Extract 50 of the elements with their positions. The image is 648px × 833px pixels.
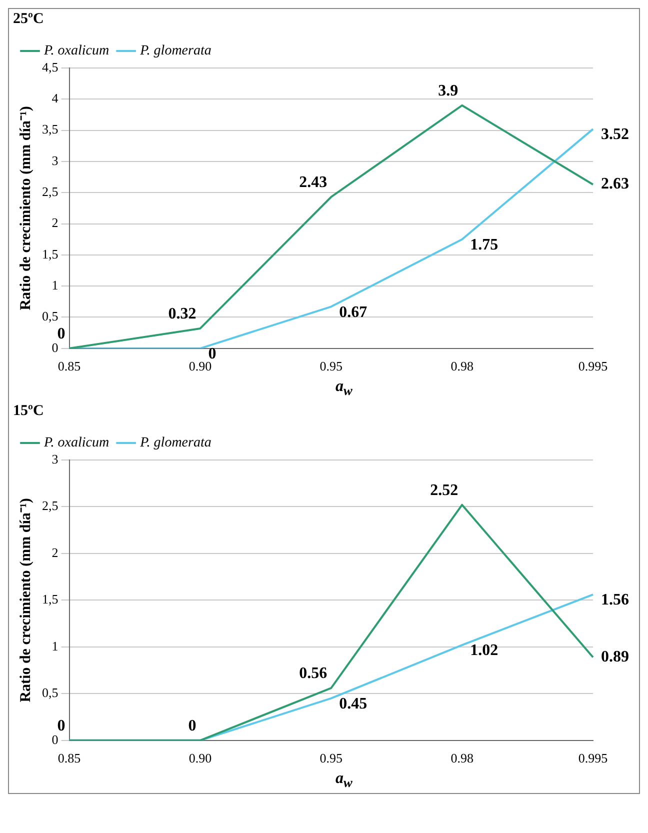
- data-label: 2.63: [601, 176, 629, 193]
- data-label: 2.52: [430, 482, 458, 500]
- y-tick-label: 1: [52, 638, 58, 654]
- x-axis-title: a$_{w}$: [334, 770, 354, 792]
- data-label: 2.43: [299, 174, 328, 192]
- x-tick-label: 0.995: [578, 750, 608, 766]
- y-tick-label: 4,5: [42, 59, 58, 74]
- x-tick-label: 0.90: [188, 750, 212, 766]
- y-tick-label: 2,5: [42, 498, 58, 514]
- y-tick-label: 2: [52, 545, 58, 560]
- x-tick-label: 0.85: [58, 358, 81, 374]
- x-tick-label: 0.98: [450, 358, 474, 374]
- legend-label: P. glomerata: [139, 436, 212, 451]
- x-tick-label: 0.95: [320, 358, 342, 374]
- chart-title: 15ºC: [13, 403, 45, 420]
- data-label: 0.56: [299, 665, 328, 682]
- y-tick-label: 2,5: [42, 184, 58, 200]
- data-label: 0.32: [168, 306, 196, 323]
- legend-label: P. glomerata: [139, 44, 212, 59]
- y-tick-label: 1: [52, 278, 58, 293]
- y-tick-label: 1,5: [42, 592, 58, 607]
- x-tick-label: 0.98: [450, 750, 474, 766]
- y-axis-title: Ratio de crecimiento (mm día⁻¹): [18, 498, 34, 702]
- x-tick-label: 0.85: [58, 750, 81, 766]
- data-label: 0.45: [339, 696, 368, 713]
- y-tick-label: 0: [52, 732, 58, 748]
- x-axis-title: a$_{w}$: [334, 378, 354, 400]
- y-tick-label: 0,5: [42, 685, 58, 700]
- y-tick-label: 3: [52, 152, 58, 168]
- y-tick-label: 3,5: [42, 122, 58, 137]
- x-tick-label: 0.95: [320, 750, 342, 766]
- y-tick-label: 0,5: [42, 308, 58, 324]
- y-tick-label: 2: [52, 215, 58, 230]
- data-label: 0.67: [339, 304, 368, 321]
- data-label: 0.89: [601, 648, 629, 666]
- data-label: 3.52: [601, 126, 629, 144]
- chart-title: 25ºC: [13, 11, 45, 28]
- legend-label: P. oxalicum: [43, 436, 110, 451]
- y-tick-label: 3: [52, 452, 58, 467]
- data-label: 1.75: [470, 236, 498, 254]
- y-tick-label: 0: [52, 340, 58, 355]
- y-tick-label: 1,5: [42, 246, 58, 262]
- data-label: 0: [188, 718, 196, 735]
- data-label: 1.02: [470, 642, 498, 660]
- data-label: 3.9: [438, 82, 458, 100]
- y-axis-title: Ratio de crecimiento (mm día⁻¹): [18, 106, 34, 310]
- y-tick-label: 4: [52, 90, 59, 106]
- legend-label: P. oxalicum: [43, 44, 110, 59]
- x-tick-label: 0.995: [578, 358, 608, 374]
- data-label: 1.56: [601, 592, 629, 609]
